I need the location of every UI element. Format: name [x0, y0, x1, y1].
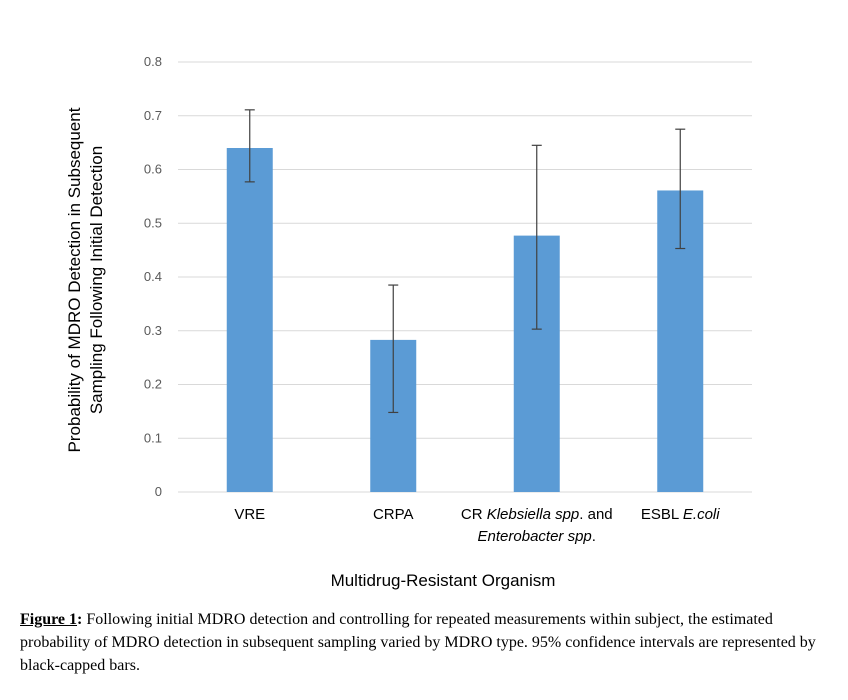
bar-chart: 0 0.1 0.2 0.3 0.4 0.5 0.6 0.7 0.8 VRE CRPA CR Klebs…	[65, 54, 752, 590]
y-tick-label: 0	[155, 484, 162, 499]
y-axis-title: Sampling Following Initial Detection	[87, 146, 106, 414]
y-tick-label: 0.8	[144, 54, 162, 69]
y-axis-title: Probability of MDRO Detection in Subsequ…	[65, 107, 84, 452]
y-tick-label: 0.6	[144, 162, 162, 177]
y-tick-label: 0.2	[144, 377, 162, 392]
x-tick-label: CRPA	[373, 506, 414, 523]
y-tick-label: 0.7	[144, 108, 162, 123]
y-tick-label: 0.5	[144, 215, 162, 230]
x-tick-label: CR Klebsiella spp. and	[461, 506, 613, 523]
x-axis-title: Multidrug-Resistant Organism	[331, 571, 556, 590]
x-tick-label: Enterobacter spp.	[478, 528, 596, 545]
caption-text: Following initial MDRO detection and con…	[20, 611, 816, 674]
y-tick-label: 0.1	[144, 430, 162, 445]
y-tick-label: 0.3	[144, 323, 162, 338]
caption-colon: :	[77, 611, 83, 628]
figure-caption: Figure 1: Following initial MDRO detecti…	[20, 608, 830, 677]
y-tick-label: 0.4	[144, 269, 162, 284]
bar	[226, 148, 273, 492]
caption-label: Figure 1	[20, 611, 78, 628]
x-tick-label: VRE	[234, 506, 265, 523]
x-tick-label: ESBL E.coli	[641, 506, 720, 523]
